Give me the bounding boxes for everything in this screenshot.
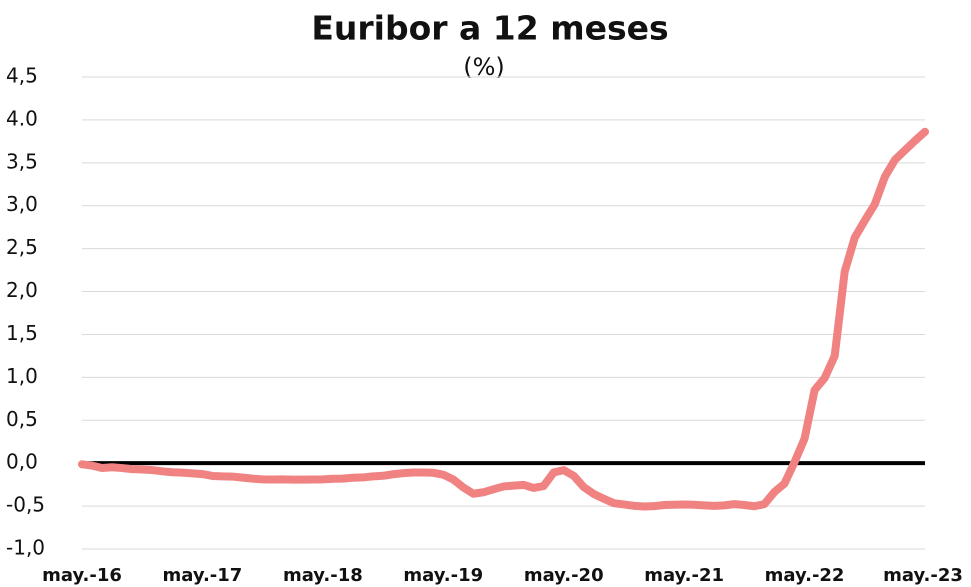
y-tick-label: 4.0 [6, 106, 38, 130]
x-tick-label: may.-20 [524, 565, 604, 586]
x-tick-label: may.-21 [644, 565, 724, 586]
y-tick-label: -1,0 [6, 536, 45, 560]
x-tick-label: may.-16 [42, 565, 122, 586]
x-tick-label: may.-23 [883, 565, 963, 586]
y-tick-label: 4,5 [6, 64, 38, 88]
x-tick-label: may.-18 [283, 565, 363, 586]
data-line [78, 127, 929, 511]
y-tick-label: 1,0 [6, 364, 38, 388]
chart-subtitle: (%) [463, 53, 505, 81]
y-tick-label: -0,5 [6, 493, 45, 517]
chart-title: Euribor a 12 meses [311, 9, 668, 48]
y-tick-label: 2,5 [6, 235, 38, 259]
y-tick-label: 3,0 [6, 192, 38, 216]
x-tick-label: may.-22 [765, 565, 845, 586]
x-tick-label: may.-19 [403, 565, 483, 586]
y-tick-label: 3,5 [6, 149, 38, 173]
y-tick-label: 0,0 [6, 450, 38, 474]
x-tick-label: may.-17 [163, 565, 243, 586]
y-tick-label: 0,5 [6, 407, 38, 431]
y-tick-label: 1,5 [6, 321, 38, 345]
y-tick-label: 2,0 [6, 278, 38, 302]
